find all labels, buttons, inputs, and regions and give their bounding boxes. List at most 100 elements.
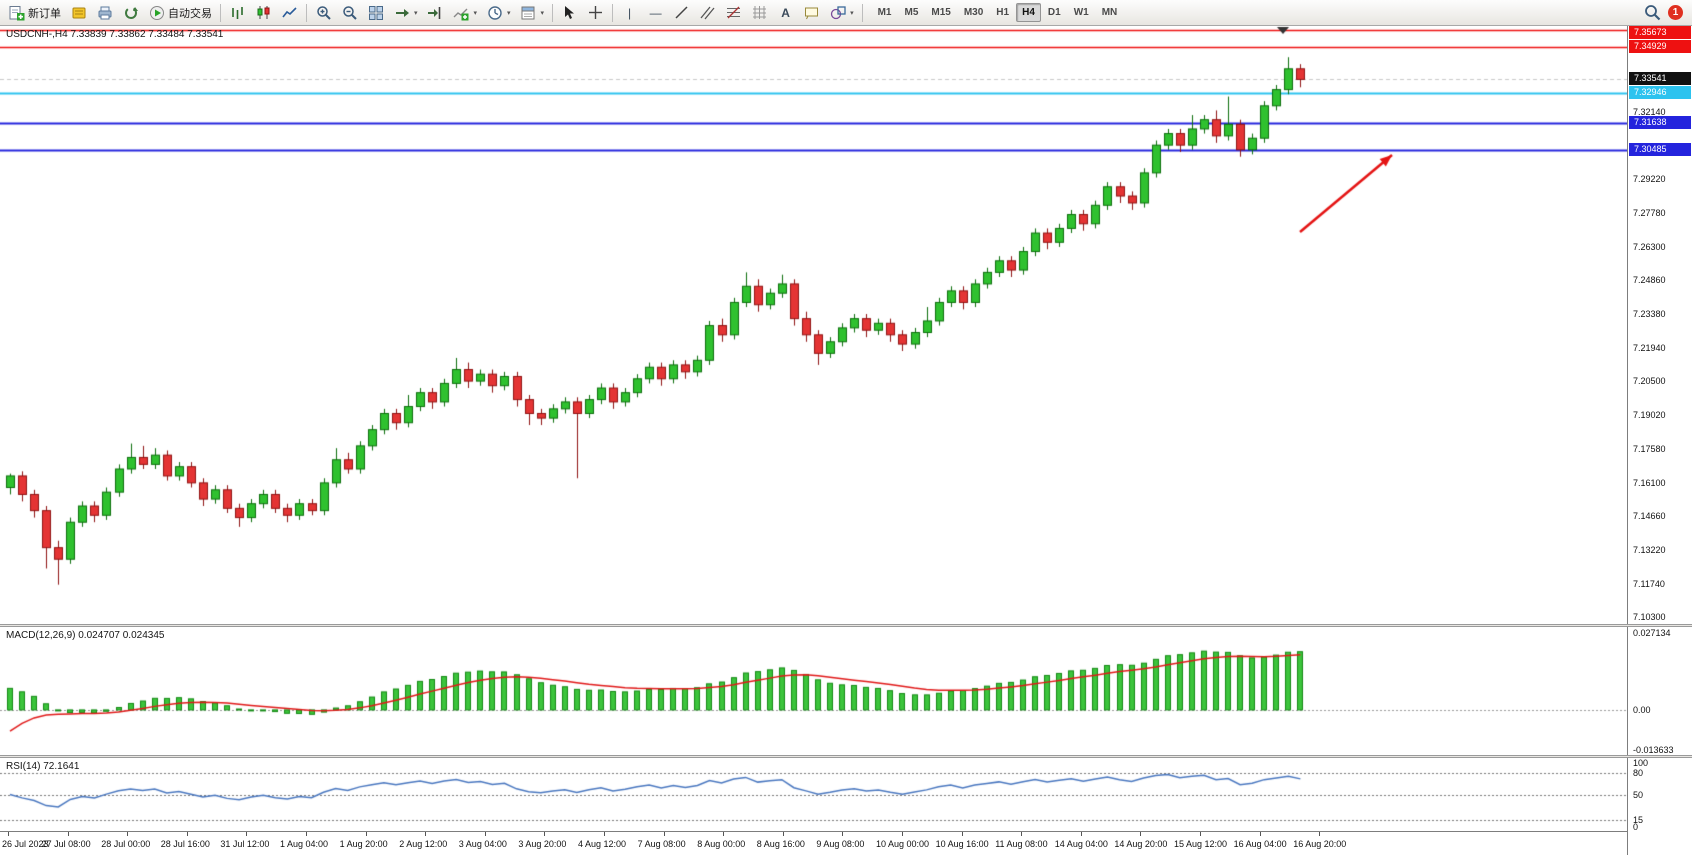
price-level-badge[interactable]: 7.32946	[1629, 86, 1691, 100]
indicators-button[interactable]: ▾	[449, 2, 482, 24]
timeframe-H4[interactable]: H4	[1016, 3, 1041, 22]
candlestick-chart-icon	[255, 4, 272, 21]
notification-badge[interactable]: 1	[1668, 5, 1683, 20]
toolbar-separator	[612, 3, 614, 22]
rsi-canvas[interactable]	[0, 758, 1627, 831]
grid-icon	[751, 4, 768, 21]
time-axis-label: 15 Aug 12:00	[1174, 839, 1228, 849]
chart-shift-button[interactable]	[423, 2, 448, 24]
tile-windows-button[interactable]	[363, 2, 388, 24]
rsi-header: RSI(14) 72.1641	[6, 761, 80, 772]
metaeditor-button[interactable]	[66, 2, 91, 24]
timeframe-M30[interactable]: M30	[963, 7, 984, 18]
candlestick-chart-button[interactable]	[251, 2, 276, 24]
time-axis-tick	[484, 832, 486, 836]
time-axis-label: 26 Jul 2023	[2, 839, 49, 849]
tile-windows-icon	[367, 4, 384, 21]
price-axis-tick: 7.10300	[1633, 612, 1666, 623]
macd-canvas[interactable]	[0, 627, 1627, 755]
vertical-line-button[interactable]: |	[617, 2, 642, 24]
time-axis-tick	[67, 832, 69, 836]
fibonacci-button[interactable]	[721, 2, 746, 24]
price-axis[interactable]: 7.32140 7.29220 7.27780 7.26300 7.24860 7.233…	[1627, 26, 1692, 855]
timeframe-M5[interactable]: M5	[904, 7, 919, 18]
time-axis-tick	[1200, 832, 1201, 836]
panel-splitter[interactable]	[0, 624, 1692, 627]
refresh-button[interactable]	[118, 2, 143, 24]
cursor-button[interactable]	[557, 2, 582, 24]
crosshair-button[interactable]	[583, 2, 608, 24]
timeframe-W1[interactable]: W1	[1073, 7, 1089, 18]
vertical-line-icon: |	[628, 5, 632, 20]
price-level-badge[interactable]: 7.34929	[1629, 40, 1691, 54]
line-chart-button[interactable]	[277, 2, 302, 24]
refresh-icon	[122, 4, 139, 21]
text-button[interactable]: A	[773, 2, 798, 24]
time-axis-tick	[365, 832, 367, 836]
price-axis-tick: 7.24860	[1633, 275, 1666, 286]
price-level-badge[interactable]: 7.30485	[1629, 143, 1691, 157]
time-axis-tick	[902, 832, 903, 836]
toolbar-separator	[306, 3, 307, 22]
price-axis-tick: 7.11740	[1633, 578, 1665, 589]
time-axis-label: 27 Jul 08:00	[41, 839, 91, 849]
shapes-icon	[829, 4, 846, 21]
line-chart-icon	[281, 4, 298, 21]
price-panel: USDCNH-,H4 7.33839 7.33862 7.33484 7.335…	[0, 26, 1627, 624]
panel-splitter[interactable]	[0, 755, 1692, 758]
shapes-button[interactable]: ▾	[825, 2, 858, 24]
time-axis-label: 14 Aug 04:00	[1054, 839, 1108, 849]
price-axis-tick: 7.19020	[1633, 410, 1666, 421]
timeframe-MN[interactable]: MN	[1101, 7, 1118, 18]
price-axis-tick: 7.13220	[1633, 544, 1666, 555]
time-axis-label: 3 Aug 20:00	[518, 839, 567, 849]
horizontal-line-button[interactable]: —	[643, 2, 668, 24]
chart-area: USDCNH-,H4 7.33839 7.33862 7.33484 7.335…	[0, 26, 1692, 855]
auto-scroll-button[interactable]: ▾	[389, 2, 422, 24]
timeframe-M15[interactable]: M15	[931, 7, 951, 18]
timeframe-H1[interactable]: H1	[996, 7, 1010, 18]
grid-button[interactable]	[747, 2, 772, 24]
indicators-icon	[453, 4, 470, 21]
auto-trading-label: 自动交易	[168, 7, 212, 20]
templates-button[interactable]: ▾	[516, 2, 549, 24]
price-level-badge[interactable]: 7.31638	[1629, 116, 1691, 130]
time-axis-label: 9 Aug 08:00	[816, 839, 865, 849]
search-icon[interactable]	[1644, 4, 1661, 21]
macd-panel: MACD(12,26,9) 0.024707 0.024345	[0, 627, 1627, 755]
price-axis-tick: 7.23380	[1633, 309, 1666, 320]
zoom-in-button[interactable]	[311, 2, 336, 24]
print-button[interactable]	[92, 2, 117, 24]
auto-trading-button[interactable]: 自动交易	[144, 2, 216, 24]
time-axis-label: 16 Aug 04:00	[1233, 839, 1287, 849]
channel-button[interactable]	[695, 2, 720, 24]
text-label-button[interactable]	[799, 2, 824, 24]
time-axis-label: 2 Aug 12:00	[399, 839, 448, 849]
chart-shift-icon	[427, 4, 444, 21]
price-axis-tick: 7.26300	[1633, 241, 1666, 252]
horizontal-line-icon: —	[649, 5, 662, 20]
bar-chart-button[interactable]	[225, 2, 250, 24]
periods-button[interactable]: ▾	[482, 2, 515, 24]
current-price-badge[interactable]: 7.33541	[1629, 72, 1691, 86]
timeframe-M1[interactable]: M1	[877, 7, 892, 18]
price-chart-canvas[interactable]	[0, 26, 1627, 624]
crosshair-icon	[587, 4, 604, 21]
zoom-out-button[interactable]	[337, 2, 362, 24]
timeframe-D1[interactable]: D1	[1047, 7, 1061, 18]
text-label-icon	[803, 4, 820, 21]
fibonacci-icon	[725, 4, 742, 21]
price-level-badge[interactable]: 7.35673	[1629, 26, 1691, 39]
time-axis-tick	[425, 832, 427, 836]
zoom-in-icon	[315, 4, 332, 21]
time-axis[interactable]: 26 Jul 2023 27 Jul 08:00 28 Jul 00:00 28 Ju…	[0, 831, 1627, 855]
chevron-down-icon: ▾	[850, 9, 854, 17]
trendline-button[interactable]	[669, 2, 694, 24]
time-axis-label: 28 Jul 00:00	[101, 839, 151, 849]
new-order-button[interactable]: 新订单	[4, 2, 65, 24]
time-axis-tick	[127, 832, 129, 836]
toolbar-separator	[220, 3, 221, 22]
rsi-axis-tick: 50	[1633, 789, 1644, 800]
auto-trading-icon	[148, 4, 165, 21]
